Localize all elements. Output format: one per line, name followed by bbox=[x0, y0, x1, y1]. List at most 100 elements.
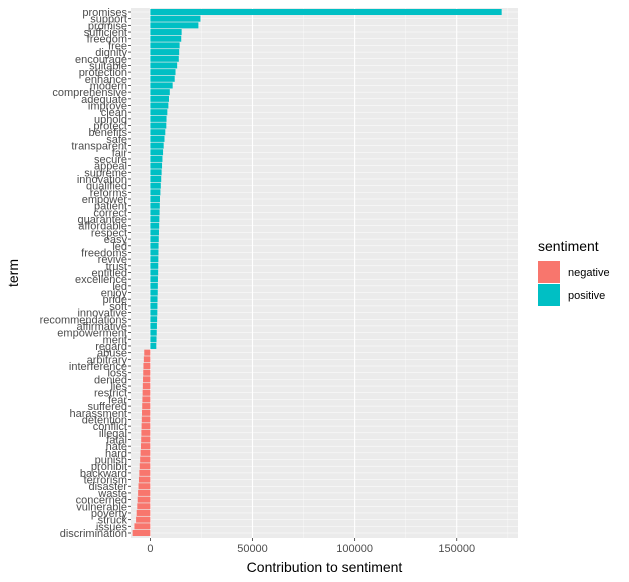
y-tick-label: disaster bbox=[88, 481, 127, 493]
bar-negative bbox=[143, 363, 151, 370]
y-tick-label: guarantee bbox=[77, 214, 127, 226]
bar-positive bbox=[150, 182, 161, 189]
bar-negative bbox=[139, 469, 151, 476]
bar-positive bbox=[150, 236, 159, 243]
y-tick-label: respect bbox=[91, 227, 127, 239]
y-tick-label: correct bbox=[93, 207, 127, 219]
bar-negative bbox=[141, 423, 151, 430]
bar-positive bbox=[150, 8, 502, 16]
y-tick-label: fair bbox=[112, 147, 128, 159]
plot-panel bbox=[131, 8, 518, 538]
y-tick-label: led bbox=[112, 281, 127, 293]
y-tick-label: interference bbox=[69, 361, 127, 373]
y-tick-label: prohibit bbox=[91, 461, 127, 473]
bar-negative bbox=[141, 436, 151, 443]
bar-positive bbox=[150, 289, 158, 296]
bar-positive bbox=[150, 175, 162, 182]
y-tick-label: appeal bbox=[94, 161, 127, 173]
bar-positive bbox=[150, 322, 157, 329]
y-tick-label: promises bbox=[82, 7, 127, 19]
y-tick-label: comprehensive bbox=[52, 87, 127, 99]
x-tick-labels: 0 50000 100000 150000 bbox=[147, 538, 475, 555]
y-tick-label: vulnerable bbox=[76, 501, 127, 513]
y-tick-label: illegal bbox=[99, 428, 127, 440]
y-axis-title: term bbox=[5, 259, 21, 287]
bar-negative bbox=[141, 443, 151, 450]
bar-positive bbox=[150, 329, 157, 336]
bar-positive bbox=[150, 115, 167, 122]
y-tick-label: struck bbox=[98, 515, 128, 527]
bar-negative bbox=[138, 483, 151, 490]
y-tick-label: promise bbox=[88, 20, 127, 32]
bar-negative bbox=[138, 489, 151, 496]
y-tick-label: lies bbox=[110, 381, 127, 393]
legend-label-negative: negative bbox=[568, 267, 610, 279]
bar-positive bbox=[150, 309, 158, 316]
legend-key-negative bbox=[538, 261, 560, 283]
bar-positive bbox=[150, 229, 159, 236]
legend-key-positive bbox=[538, 284, 560, 306]
y-tick-label: discrimination bbox=[60, 528, 127, 540]
y-tick-label: abuse bbox=[97, 348, 127, 360]
bar-positive bbox=[150, 169, 162, 176]
bar-positive bbox=[150, 49, 180, 56]
bar-negative bbox=[134, 523, 151, 530]
x-tick-label: 0 bbox=[147, 543, 153, 555]
bar-negative bbox=[142, 383, 151, 390]
bar-negative bbox=[142, 409, 151, 416]
y-tick-label: improve bbox=[88, 101, 127, 113]
y-tick-label: restrict bbox=[94, 388, 127, 400]
bar-positive bbox=[150, 216, 160, 223]
y-tick-label: encourage bbox=[75, 54, 127, 66]
y-tick-label: recommendations bbox=[40, 314, 128, 326]
y-tick-label: suffered bbox=[87, 401, 127, 413]
y-tick-label: modern bbox=[90, 80, 127, 92]
y-tick-label: hate bbox=[106, 441, 127, 453]
bar-negative bbox=[136, 509, 151, 516]
bar-positive bbox=[150, 242, 159, 249]
y-tick-label: empower bbox=[82, 194, 128, 206]
bar-positive bbox=[150, 336, 157, 343]
bar-negative bbox=[140, 449, 151, 456]
y-tick-label: affirmative bbox=[76, 321, 127, 333]
legend: sentiment negative positive bbox=[538, 238, 610, 306]
grid-lines bbox=[131, 8, 518, 538]
bar-positive bbox=[150, 149, 164, 156]
y-tick-label: affordable bbox=[78, 221, 127, 233]
bar-positive bbox=[150, 122, 167, 129]
bar-positive bbox=[150, 342, 157, 349]
y-tick-label: harassment bbox=[70, 408, 127, 420]
bar-positive bbox=[150, 162, 163, 169]
y-tick-label: free bbox=[108, 40, 127, 52]
bar-positive bbox=[150, 296, 158, 303]
bar-positive bbox=[150, 222, 160, 229]
bar-positive bbox=[150, 262, 159, 269]
bar-negative bbox=[143, 376, 151, 383]
y-tick-label: sufficient bbox=[84, 27, 127, 39]
y-tick-label: support bbox=[90, 14, 127, 26]
y-tick-label: reforms bbox=[90, 187, 128, 199]
bar-positive bbox=[150, 196, 160, 203]
legend-label-positive: positive bbox=[568, 290, 605, 302]
bar-positive bbox=[150, 75, 175, 82]
y-tick-label: entitled bbox=[92, 268, 127, 280]
x-axis-title: Contribution to sentiment bbox=[247, 559, 403, 575]
y-tick-label: enhance bbox=[85, 74, 127, 86]
y-tick-label: enjoy bbox=[101, 288, 128, 300]
bar-negative bbox=[139, 463, 151, 470]
y-tick-label: dignity bbox=[95, 47, 127, 59]
bar-negative bbox=[137, 503, 151, 510]
y-tick-label: adequate bbox=[81, 94, 127, 106]
bar-positive bbox=[150, 189, 161, 196]
y-tick-label: led bbox=[112, 241, 127, 253]
y-tick-label: empowerment bbox=[57, 328, 127, 340]
bar-positive bbox=[150, 276, 158, 283]
bar-positive bbox=[150, 55, 179, 62]
bar-negative bbox=[132, 529, 151, 537]
y-tick-label: revive bbox=[98, 254, 127, 266]
bar-positive bbox=[150, 15, 201, 22]
y-tick-label: pride bbox=[103, 294, 127, 306]
y-tick-label: punish bbox=[95, 455, 127, 467]
bar-positive bbox=[150, 29, 182, 36]
